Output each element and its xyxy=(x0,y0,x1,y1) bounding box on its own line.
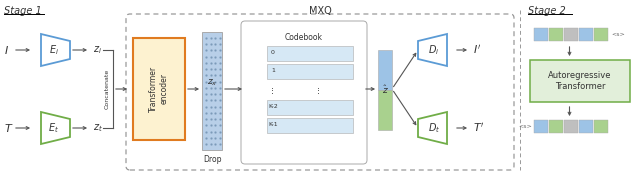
FancyBboxPatch shape xyxy=(594,28,608,41)
Text: $T$: $T$ xyxy=(4,122,13,134)
FancyBboxPatch shape xyxy=(579,28,593,41)
FancyBboxPatch shape xyxy=(530,60,630,102)
Text: $E_t$: $E_t$ xyxy=(49,121,60,135)
Text: $I'$: $I'$ xyxy=(473,43,481,56)
FancyBboxPatch shape xyxy=(202,32,222,150)
Text: Drop: Drop xyxy=(203,155,221,164)
Text: Stage 1: Stage 1 xyxy=(4,6,42,16)
FancyBboxPatch shape xyxy=(534,120,548,133)
Text: $z_t$: $z_t$ xyxy=(93,122,103,134)
Text: $D_t$: $D_t$ xyxy=(428,121,440,135)
FancyBboxPatch shape xyxy=(133,38,185,140)
Text: Concatenate: Concatenate xyxy=(105,69,110,109)
Text: Transformer
encoder: Transformer encoder xyxy=(149,66,169,112)
Text: K-1: K-1 xyxy=(268,122,278,127)
Text: $D_i$: $D_i$ xyxy=(428,43,440,57)
Polygon shape xyxy=(41,112,70,144)
Polygon shape xyxy=(418,112,447,144)
FancyBboxPatch shape xyxy=(241,21,367,164)
Text: $\hat{z}$: $\hat{z}$ xyxy=(381,84,388,96)
FancyBboxPatch shape xyxy=(267,64,353,79)
Polygon shape xyxy=(418,34,447,66)
FancyBboxPatch shape xyxy=(267,118,353,133)
Polygon shape xyxy=(41,34,70,66)
FancyBboxPatch shape xyxy=(594,120,608,133)
FancyBboxPatch shape xyxy=(534,28,548,41)
FancyBboxPatch shape xyxy=(378,90,392,130)
Text: ⋮: ⋮ xyxy=(314,87,321,93)
FancyBboxPatch shape xyxy=(267,46,353,61)
FancyBboxPatch shape xyxy=(564,28,578,41)
FancyBboxPatch shape xyxy=(564,120,578,133)
Text: $T'$: $T'$ xyxy=(473,122,484,135)
Text: $z_x$: $z_x$ xyxy=(207,78,218,88)
Text: $E_i$: $E_i$ xyxy=(49,43,59,57)
Text: $z_i$: $z_i$ xyxy=(93,44,102,56)
Text: K-2: K-2 xyxy=(268,104,278,109)
Text: Autoregressive
Transformer: Autoregressive Transformer xyxy=(548,71,612,91)
Text: Codebook: Codebook xyxy=(285,33,323,42)
FancyBboxPatch shape xyxy=(549,28,563,41)
Text: MXQ: MXQ xyxy=(308,6,332,16)
Text: ⋮: ⋮ xyxy=(269,87,275,93)
Text: <s>: <s> xyxy=(611,32,625,37)
Text: <s>: <s> xyxy=(518,124,532,129)
Text: $I$: $I$ xyxy=(4,44,9,56)
FancyBboxPatch shape xyxy=(549,120,563,133)
Text: 0: 0 xyxy=(271,51,275,56)
Text: Stage 2: Stage 2 xyxy=(528,6,566,16)
Text: 1: 1 xyxy=(271,69,275,74)
FancyBboxPatch shape xyxy=(267,100,353,115)
FancyBboxPatch shape xyxy=(378,50,392,90)
FancyBboxPatch shape xyxy=(579,120,593,133)
